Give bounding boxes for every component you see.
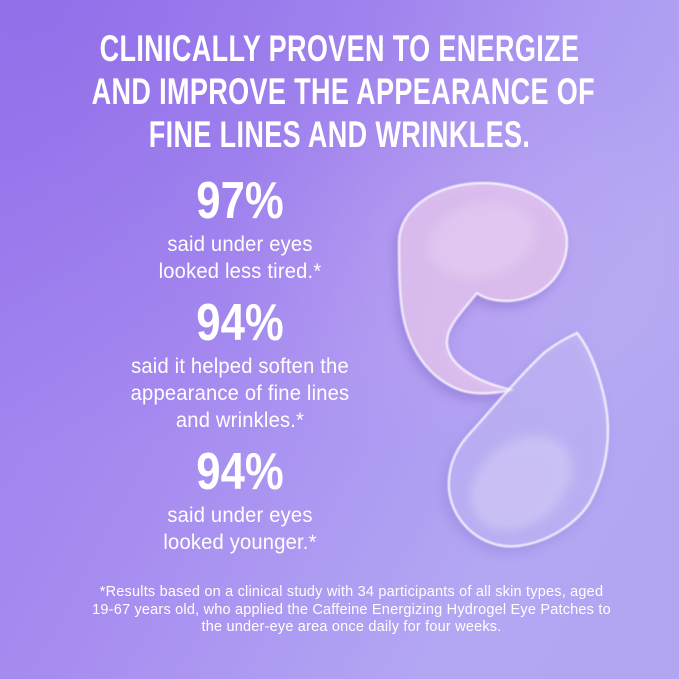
stat-item-2: 94% said it helped soften the appearance…	[0, 297, 480, 434]
footnote-line-1: *Results based on a clinical study with …	[99, 584, 604, 600]
stat-description-line: and wrinkles.*	[175, 409, 305, 432]
stat-description-line: said it helped soften the	[131, 355, 349, 378]
stat-description-line: looked less tired.*	[158, 260, 322, 283]
stats-list: 97% said under eyes looked less tired.* …	[0, 175, 480, 568]
stat-description: said it helped soften the appearance of …	[10, 353, 471, 434]
stat-value: 94%	[196, 443, 284, 501]
headline-line-3: FINE LINES AND WRINKLES.	[148, 114, 531, 155]
headline-line-2: AND IMPROVE THE APPEARANCE OF	[91, 71, 595, 112]
stat-description-line: said under eyes	[167, 504, 313, 527]
stat-description-line: said under eyes	[167, 233, 313, 256]
footnote: *Results based on a clinical study with …	[38, 584, 665, 637]
stat-description: said under eyes looked less tired.*	[10, 231, 471, 285]
footnote-line-2: 19-67 years old, who applied the Caffein…	[92, 601, 611, 618]
stat-item-1: 97% said under eyes looked less tired.*	[0, 175, 480, 285]
footnote-line-3: the under-eye area once daily for four w…	[201, 619, 502, 635]
stat-value: 94%	[196, 294, 284, 352]
headline: CLINICALLY PROVEN TO ENERGIZE AND IMPROV…	[91, 27, 595, 156]
headline-line-1: CLINICALLY PROVEN TO ENERGIZE	[99, 28, 580, 69]
stat-value: 97%	[196, 172, 284, 230]
stat-description-line: appearance of fine lines	[130, 382, 350, 405]
purple-eye-patch	[447, 331, 610, 548]
pink-eye-patch	[397, 181, 569, 395]
stat-item-3: 94% said under eyes looked younger.*	[0, 446, 480, 556]
hydrogel-patches-photo	[397, 181, 610, 548]
stat-description: said under eyes looked younger.*	[10, 502, 471, 556]
stat-description-line: looked younger.*	[163, 531, 317, 554]
